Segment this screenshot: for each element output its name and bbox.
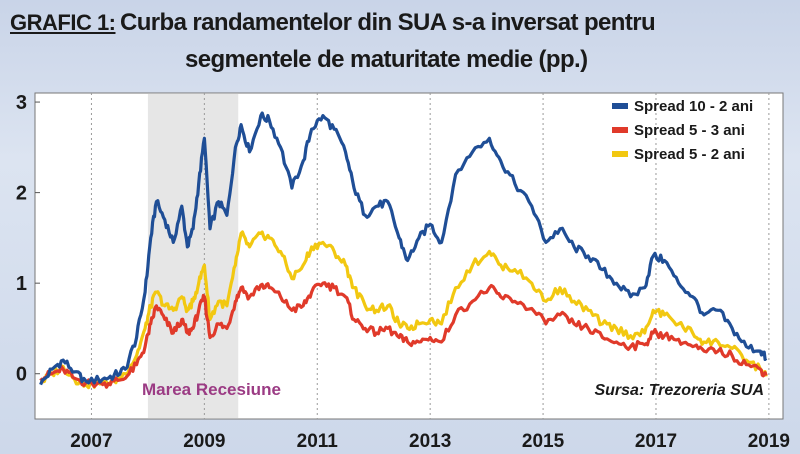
legend-label: Spread 5 - 3 ani [634,122,745,139]
y-tick-label: 2 [16,183,27,205]
series-line-1 [39,111,768,386]
x-tick-label: 2017 [635,431,677,452]
y-tick-label: 3 [16,92,27,114]
x-tick-label: 2009 [183,431,225,452]
chart-title-line-2: segmentele de maturitate medie (pp.) [185,46,588,73]
legend-label: Spread 10 - 2 ani [634,98,753,115]
x-tick-label: 2019 [748,431,790,452]
title-block: GRAFIC 1: Curba randamentelor din SUA s-… [0,0,800,90]
recession-label: Marea Recesiune [142,380,281,399]
x-tick-label: 2011 [297,431,339,452]
x-tick-label: 2013 [409,431,451,452]
y-tick-label: 1 [16,273,27,295]
recession-shade [147,94,239,418]
x-tick-label: 2015 [522,431,565,452]
chart-title-line-1: Curba randamentelor din SUA s-a inversat… [120,9,656,36]
legend-label: Spread 5 - 2 ani [634,146,745,163]
y-tick-label: 0 [16,364,27,386]
figure-label: GRAFIC 1: [10,10,116,35]
source-note: Sursa: Trezoreria SUA [594,382,764,399]
series-line-2 [39,281,768,389]
x-tick-label: 2007 [70,431,112,452]
series-line-3 [39,230,768,390]
